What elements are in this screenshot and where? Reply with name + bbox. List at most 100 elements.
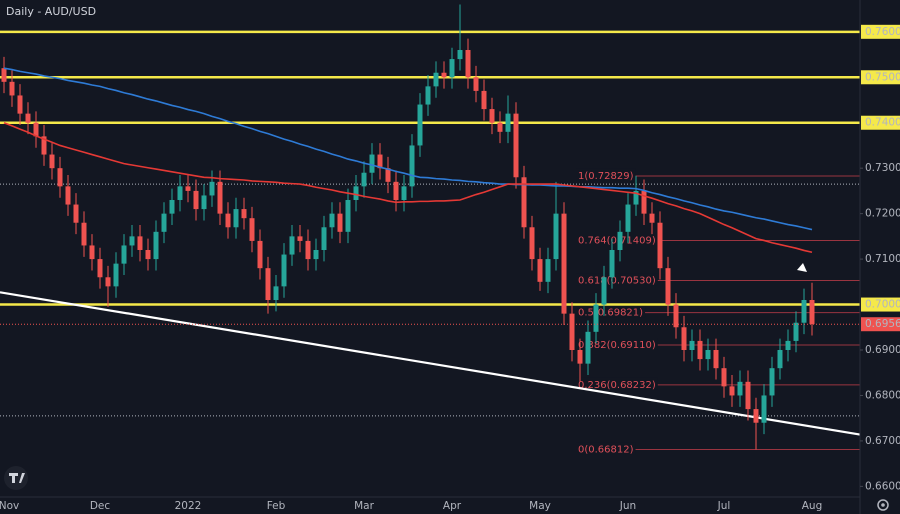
- candle-body: [105, 277, 111, 287]
- fib-label-bg: [576, 377, 658, 390]
- x-tick-label: 2022: [175, 500, 202, 512]
- fib-label-bg: [576, 273, 658, 286]
- fib-label: 0.764(0.71409): [578, 236, 656, 247]
- candle-body: [465, 50, 471, 78]
- chart-title: Daily - AUD/USD: [6, 5, 96, 18]
- candle-body: [289, 236, 295, 255]
- candle-body: [385, 168, 391, 182]
- candle-body: [705, 350, 711, 360]
- candle-body: [721, 368, 727, 387]
- candle-body: [657, 222, 663, 269]
- candle-body: [241, 209, 247, 219]
- x-tick-label: Jun: [619, 500, 636, 512]
- candle-body: [393, 181, 399, 200]
- candle-body: [441, 72, 447, 78]
- candle-body: [761, 395, 767, 423]
- candle-body: [569, 313, 575, 350]
- candle-body: [809, 300, 815, 325]
- candle-body: [81, 222, 87, 246]
- candle-body: [281, 254, 287, 287]
- candle-body: [673, 304, 679, 328]
- candle-body: [513, 113, 519, 178]
- candle-body: [17, 95, 23, 114]
- candle-body: [473, 77, 479, 91]
- candle-body: [649, 213, 655, 223]
- fib-label: 1(0.72829): [578, 171, 634, 182]
- candle-body: [745, 381, 751, 410]
- candle-body: [409, 145, 415, 187]
- y-tick-highlight: [861, 297, 900, 312]
- candle-body: [201, 195, 207, 210]
- candle-body: [153, 231, 159, 260]
- candle-body: [265, 268, 271, 300]
- fib-label: 0(0.66812): [578, 444, 634, 455]
- candle-body: [305, 240, 311, 260]
- moving-average: [3, 121, 813, 254]
- moving-average: [3, 67, 813, 231]
- candle-body: [377, 154, 383, 169]
- candle-body: [177, 186, 183, 200]
- candle-body: [361, 172, 367, 187]
- candle-body: [225, 213, 231, 228]
- candle-body: [593, 304, 599, 332]
- candle-body: [793, 322, 799, 341]
- candle-body: [505, 113, 511, 132]
- candle-body: [217, 181, 223, 214]
- candle-body: [9, 81, 15, 96]
- fib-label: 0.382(0.69110): [578, 340, 656, 351]
- candle-body: [297, 236, 303, 241]
- candle-body: [41, 136, 47, 155]
- y-tick-highlight: [861, 24, 900, 39]
- candle-body: [753, 409, 759, 423]
- candle-body: [321, 227, 327, 250]
- candle-body: [617, 231, 623, 250]
- candle-body: [697, 340, 703, 360]
- candle-body: [209, 181, 215, 196]
- fib-label-bg: [576, 442, 636, 455]
- candle-body: [185, 186, 191, 191]
- candle-body: [137, 236, 143, 250]
- candle-body: [777, 350, 783, 369]
- settings-icon[interactable]: [877, 499, 889, 511]
- x-tick-label: Dec: [90, 500, 111, 512]
- candle-body: [249, 218, 255, 241]
- candle-body: [433, 72, 439, 87]
- candle-body: [449, 59, 455, 78]
- x-tick-label: Apr: [443, 500, 462, 512]
- candle-body: [729, 386, 735, 396]
- last-price-tag: [861, 317, 900, 332]
- candle-body: [689, 340, 695, 350]
- candle-body: [561, 213, 567, 314]
- candle-body: [33, 122, 39, 137]
- candle-body: [49, 154, 55, 169]
- candle-body: [121, 245, 127, 264]
- candle-body: [273, 286, 279, 300]
- candle-body: [497, 122, 503, 132]
- candle-body: [257, 240, 263, 269]
- candle-body: [89, 245, 95, 260]
- candle-body: [65, 186, 71, 205]
- y-tick-highlight: [861, 70, 900, 85]
- annotation-arrow: [797, 263, 807, 272]
- candle-body: [681, 327, 687, 350]
- candle-body: [489, 109, 495, 123]
- candle-body: [193, 190, 199, 210]
- candle-body: [369, 154, 375, 173]
- candle-body: [601, 277, 607, 305]
- plot: 1(0.72829) 0.764(0.71409) 0.618(0.70530) 0.…: [0, 4, 861, 455]
- candle-body: [585, 331, 591, 364]
- candle-body: [25, 113, 31, 123]
- candle-body: [1, 68, 7, 82]
- candle-body: [457, 50, 463, 60]
